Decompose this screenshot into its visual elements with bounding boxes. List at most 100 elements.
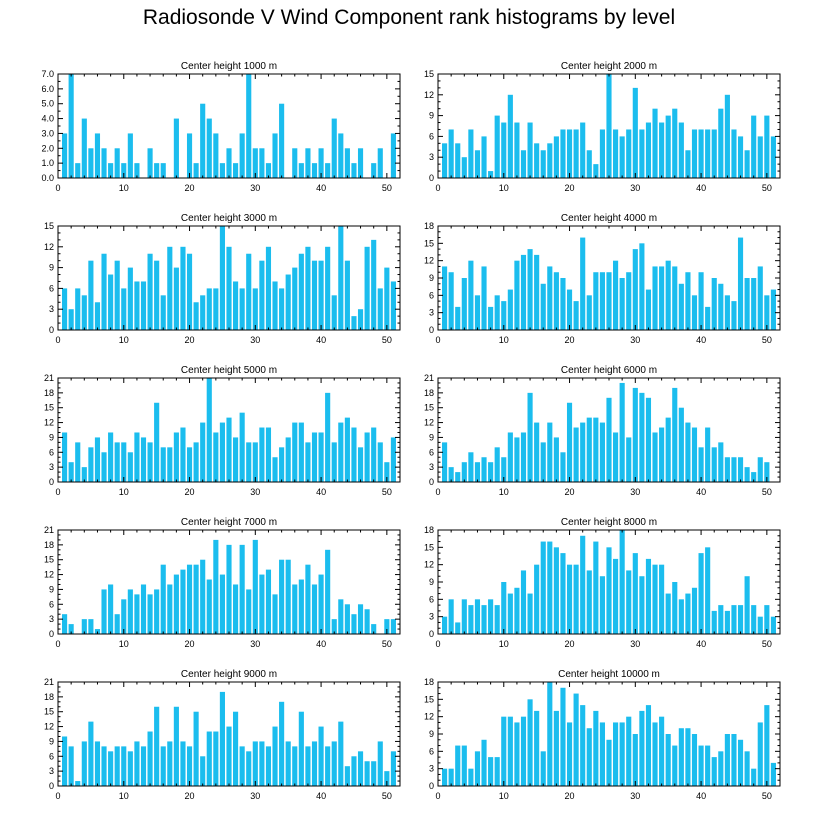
bar	[764, 605, 770, 634]
bar	[384, 267, 390, 330]
bar	[632, 87, 638, 178]
bar	[461, 157, 467, 178]
bar	[514, 260, 520, 330]
bar	[272, 133, 278, 178]
x-tick-label: 0	[55, 335, 60, 345]
x-tick-label: 20	[565, 639, 575, 649]
x-tick-label: 0	[435, 639, 440, 649]
y-tick-label: 0	[49, 325, 54, 335]
bar	[134, 281, 140, 330]
x-tick-label: 40	[696, 791, 706, 801]
bar	[325, 549, 331, 634]
bar	[488, 599, 494, 634]
bar	[566, 402, 573, 482]
bar	[94, 437, 101, 482]
bar	[160, 746, 166, 786]
bar	[566, 289, 573, 330]
x-tick-label: 10	[499, 183, 509, 193]
bar	[744, 278, 750, 330]
bar	[764, 295, 770, 330]
bar	[613, 558, 619, 634]
x-tick-label: 30	[250, 487, 260, 497]
bar	[272, 726, 278, 786]
bar	[698, 447, 704, 482]
bar	[311, 741, 318, 786]
bar	[494, 447, 500, 482]
bar	[764, 462, 770, 482]
bar	[645, 122, 652, 178]
bar	[252, 148, 258, 178]
bar	[540, 442, 546, 482]
bar	[573, 129, 579, 178]
bar	[344, 260, 350, 330]
bar	[200, 559, 206, 634]
bar	[311, 584, 318, 634]
bar	[186, 133, 193, 178]
bar	[325, 163, 331, 178]
bar	[213, 731, 219, 786]
y-tick-label: 2.0	[41, 143, 54, 153]
bar	[514, 722, 520, 786]
bar	[547, 541, 553, 634]
bar	[285, 741, 291, 786]
y-tick-label: 6	[429, 594, 434, 604]
bar	[265, 569, 272, 634]
bar	[140, 746, 147, 786]
bar	[751, 472, 757, 482]
bar	[357, 447, 364, 482]
bar	[121, 288, 127, 330]
x-tick-label: 50	[382, 183, 392, 193]
bar	[114, 442, 120, 482]
bar	[474, 150, 481, 178]
bar	[140, 584, 147, 634]
x-tick-label: 30	[630, 639, 640, 649]
bar	[351, 316, 357, 330]
bar	[442, 442, 448, 482]
bar	[298, 253, 304, 330]
bar	[357, 309, 364, 330]
bar	[659, 716, 665, 786]
bar	[364, 246, 370, 330]
bar	[540, 541, 546, 634]
bar	[705, 547, 711, 634]
bar	[75, 163, 81, 178]
bar	[645, 558, 652, 634]
bar	[652, 432, 658, 482]
bar	[481, 739, 487, 786]
y-tick-label: 15	[44, 221, 54, 231]
bar	[154, 163, 160, 178]
bar	[219, 574, 225, 634]
bar	[527, 122, 533, 178]
bar	[461, 745, 467, 786]
bar	[246, 589, 252, 634]
bar	[279, 103, 285, 178]
x-tick-label: 30	[630, 335, 640, 345]
bar	[305, 246, 311, 330]
y-tick-label: 6	[429, 746, 434, 756]
bar	[678, 728, 684, 786]
y-tick-label: 9	[49, 263, 54, 273]
bar	[338, 599, 344, 634]
panel-title: Center height 7000 m	[181, 517, 277, 528]
panel-title: Center height 2000 m	[561, 61, 657, 72]
bar	[711, 610, 717, 634]
bar	[213, 133, 219, 178]
bar	[173, 118, 179, 178]
bar	[494, 115, 500, 178]
bar	[318, 726, 324, 786]
bar	[259, 427, 265, 482]
bar	[311, 260, 318, 330]
bar	[606, 272, 612, 330]
bar	[331, 295, 337, 330]
bar	[101, 589, 107, 634]
bar	[384, 619, 390, 634]
y-tick-label: 0	[429, 325, 434, 335]
bar	[520, 432, 527, 482]
bar	[757, 722, 763, 786]
bar	[632, 553, 638, 634]
bar	[160, 295, 166, 330]
y-tick-label: 6	[429, 131, 434, 141]
bar	[246, 253, 252, 330]
bar	[566, 564, 573, 634]
